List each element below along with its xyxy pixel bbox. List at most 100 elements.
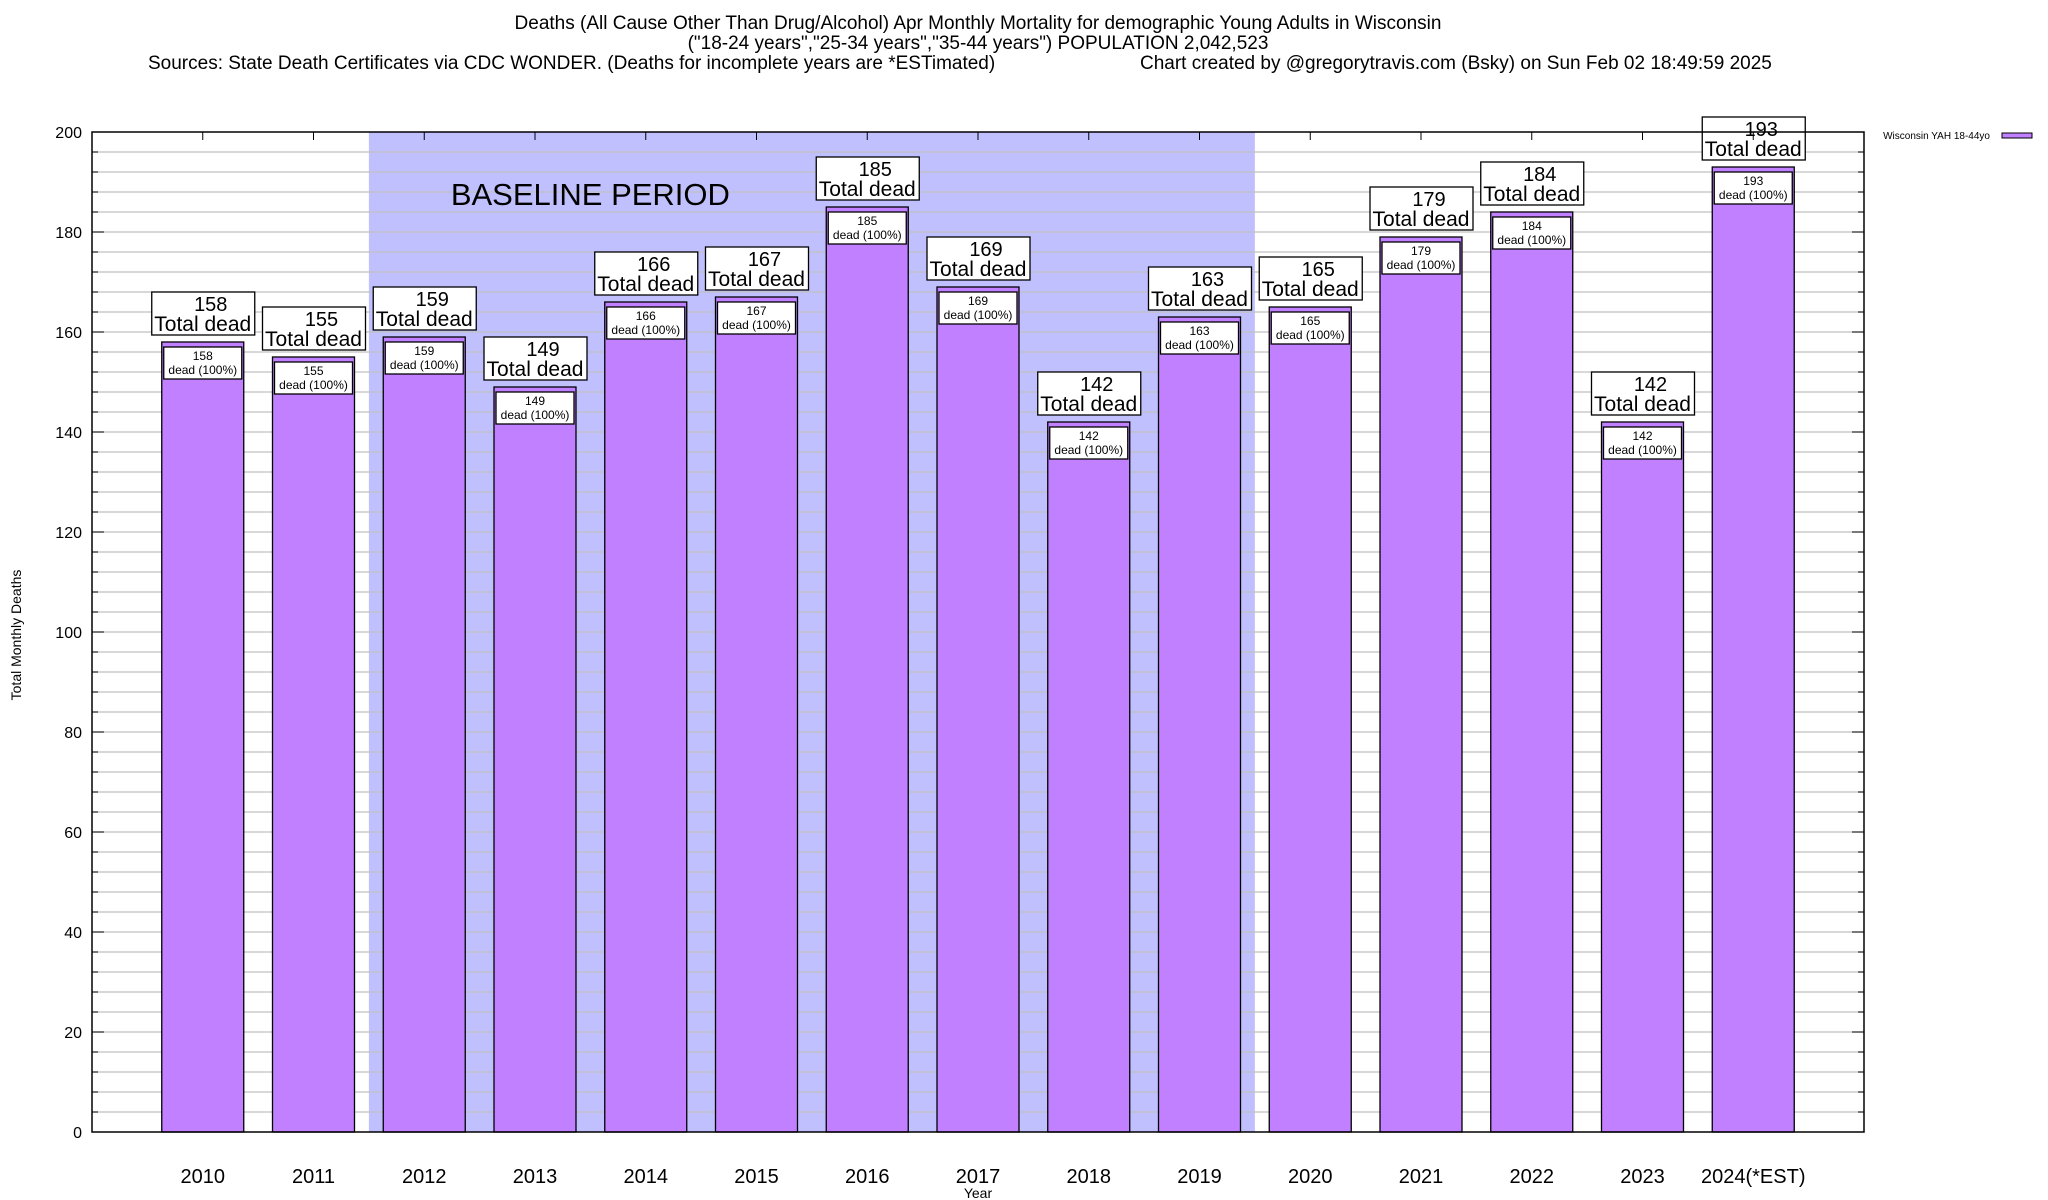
top-label-text: Total dead — [154, 313, 251, 336]
inner-label-value: 142 — [1079, 429, 1099, 443]
top-label-value: 165 — [1302, 259, 1335, 281]
y-tick-label: 120 — [55, 525, 82, 542]
inner-label-value: 167 — [746, 304, 766, 318]
top-label-box — [1258, 256, 1363, 301]
inner-label-value: 149 — [525, 394, 545, 408]
inner-label-box — [1381, 241, 1461, 275]
top-label-text: Total dead — [930, 258, 1027, 281]
inner-label-box — [1602, 426, 1683, 460]
top-label-text: Total dead — [265, 328, 362, 351]
inner-label-box — [1159, 321, 1240, 355]
chart-subtitle: ("18-24 years","25-34 years","35-44 year… — [687, 33, 1269, 54]
y-tick-label: 0 — [73, 1125, 82, 1142]
bar-2013 — [493, 386, 577, 1133]
inner-label-text: dead (100%) — [722, 318, 791, 332]
top-label-text: Total dead — [1040, 393, 1137, 416]
x-tick-label: 2019 — [1177, 1166, 1222, 1188]
inner-label-text: dead (100%) — [1276, 328, 1345, 342]
top-label-box — [815, 156, 920, 201]
bar-2019 — [1157, 316, 1242, 1133]
bar-2014 — [604, 301, 688, 1133]
inner-label-value: 185 — [857, 214, 877, 228]
y-tick-label: 60 — [64, 825, 82, 842]
bar-2016 — [825, 206, 909, 1133]
top-label-text: Total dead — [1594, 393, 1691, 416]
baseline-period-label: BASELINE PERIOD — [451, 177, 730, 212]
inner-label-text: dead (100%) — [1054, 443, 1123, 457]
bar-2011 — [271, 356, 356, 1133]
top-label-text: Total dead — [487, 358, 584, 381]
top-label-value: 163 — [1191, 269, 1224, 291]
x-tick-label: 2012 — [402, 1166, 447, 1188]
bar-2020 — [1268, 306, 1352, 1133]
top-label-text: Total dead — [1705, 138, 1802, 161]
top-label-text: Total dead — [376, 308, 473, 331]
inner-label-text: dead (100%) — [501, 408, 570, 422]
x-tick-label: 2015 — [734, 1166, 779, 1188]
inner-label-box — [495, 391, 575, 425]
bar-2017 — [936, 286, 1020, 1133]
top-label-value: 158 — [194, 294, 227, 316]
top-label-value: 155 — [305, 309, 338, 331]
top-label-text: Total dead — [1373, 208, 1470, 231]
x-tick-label: 2023 — [1620, 1166, 1665, 1188]
inner-label-box — [163, 346, 243, 380]
inner-label-value: 193 — [1743, 174, 1763, 188]
inner-label-text: dead (100%) — [279, 378, 348, 392]
inner-label-box — [938, 291, 1018, 325]
bar-2023 — [1600, 421, 1685, 1133]
inner-label-text: dead (100%) — [611, 323, 680, 337]
inner-label-value: 184 — [1522, 219, 1542, 233]
inner-label-box — [827, 211, 907, 245]
y-tick-label: 160 — [55, 325, 82, 342]
inner-label-value: 169 — [968, 294, 988, 308]
y-tick-label: 100 — [55, 625, 82, 642]
x-axis-label: Year — [964, 1185, 993, 1200]
bar-2018 — [1047, 421, 1131, 1133]
inner-label-box — [384, 341, 464, 375]
y-tick-label: 180 — [55, 225, 82, 242]
top-label-value: 142 — [1080, 374, 1113, 396]
inner-label-box — [1492, 216, 1572, 250]
inner-label-box — [1270, 311, 1350, 345]
x-tick-label: 2013 — [513, 1166, 558, 1188]
inner-label-box — [273, 361, 354, 395]
x-tick-label: 2014 — [624, 1166, 669, 1188]
inner-label-value: 142 — [1632, 429, 1652, 443]
top-label-box — [261, 306, 367, 351]
x-tick-label: 2010 — [181, 1166, 226, 1188]
bar-2024(*EST) — [1711, 166, 1795, 1133]
x-tick-label: 2011 — [292, 1166, 335, 1188]
top-label-value: 185 — [859, 159, 892, 181]
legend-label: Wisconsin YAH 18-44yo — [1883, 131, 1990, 142]
inner-label-value: 155 — [303, 364, 323, 378]
top-label-box — [1590, 371, 1696, 416]
top-label-value: 159 — [416, 289, 449, 311]
inner-label-box — [606, 306, 686, 340]
inner-label-text: dead (100%) — [390, 358, 459, 372]
x-tick-label: 2016 — [845, 1166, 890, 1188]
chart-credit: Chart created by @gregorytravis.com (Bsk… — [1140, 53, 1772, 74]
top-label-box — [594, 251, 699, 296]
top-label-box — [1480, 161, 1585, 206]
top-label-value: 179 — [1412, 189, 1445, 211]
top-label-value: 142 — [1634, 374, 1667, 396]
y-tick-label: 80 — [64, 725, 82, 742]
x-tick-label: 2018 — [1067, 1166, 1112, 1188]
inner-label-text: dead (100%) — [944, 308, 1013, 322]
top-label-box — [483, 336, 588, 381]
sources-note: Sources: State Death Certificates via CD… — [148, 53, 996, 74]
y-tick-label: 140 — [55, 425, 82, 442]
inner-label-text: dead (100%) — [1387, 258, 1456, 272]
y-tick-label: 20 — [64, 1025, 82, 1042]
inner-label-box — [716, 301, 797, 335]
y-tick-label: 40 — [64, 925, 82, 942]
top-label-box — [1037, 371, 1142, 416]
inner-label-text: dead (100%) — [1165, 338, 1234, 352]
bar-2010 — [161, 341, 245, 1133]
top-label-text: Total dead — [819, 178, 916, 201]
top-label-value: 169 — [969, 239, 1002, 261]
chart-title: Deaths (All Cause Other Than Drug/Alcoho… — [514, 13, 1442, 34]
x-tick-label: 2020 — [1288, 1166, 1333, 1188]
